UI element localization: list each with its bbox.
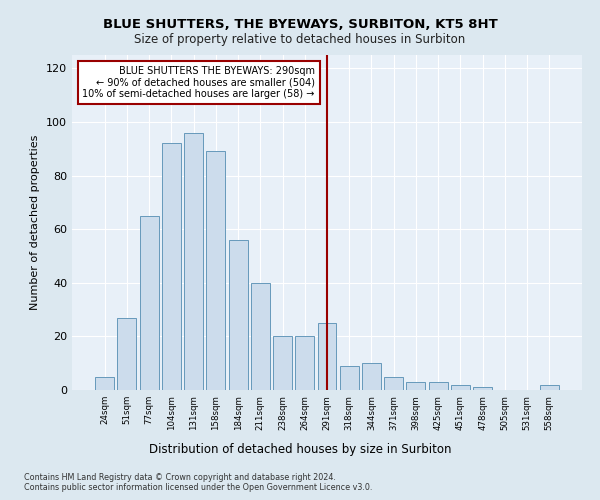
Bar [340,366,359,390]
Bar [184,132,203,390]
Bar [206,152,225,390]
Bar [140,216,158,390]
Bar [229,240,248,390]
Text: Distribution of detached houses by size in Surbiton: Distribution of detached houses by size … [149,442,451,456]
Bar [251,283,270,390]
Text: BLUE SHUTTERS THE BYEWAYS: 290sqm
← 90% of detached houses are smaller (504)
10%: BLUE SHUTTERS THE BYEWAYS: 290sqm ← 90% … [82,66,315,99]
Bar [406,382,425,390]
Text: Size of property relative to detached houses in Surbiton: Size of property relative to detached ho… [134,32,466,46]
Bar [473,388,492,390]
Bar [317,323,337,390]
Bar [429,382,448,390]
Bar [384,376,403,390]
Y-axis label: Number of detached properties: Number of detached properties [31,135,40,310]
Bar [362,363,381,390]
Text: BLUE SHUTTERS, THE BYEWAYS, SURBITON, KT5 8HT: BLUE SHUTTERS, THE BYEWAYS, SURBITON, KT… [103,18,497,30]
Bar [451,384,470,390]
Bar [118,318,136,390]
Bar [95,376,114,390]
Bar [273,336,292,390]
Bar [295,336,314,390]
Bar [162,144,181,390]
Text: Contains HM Land Registry data © Crown copyright and database right 2024.
Contai: Contains HM Land Registry data © Crown c… [24,472,373,492]
Bar [540,384,559,390]
